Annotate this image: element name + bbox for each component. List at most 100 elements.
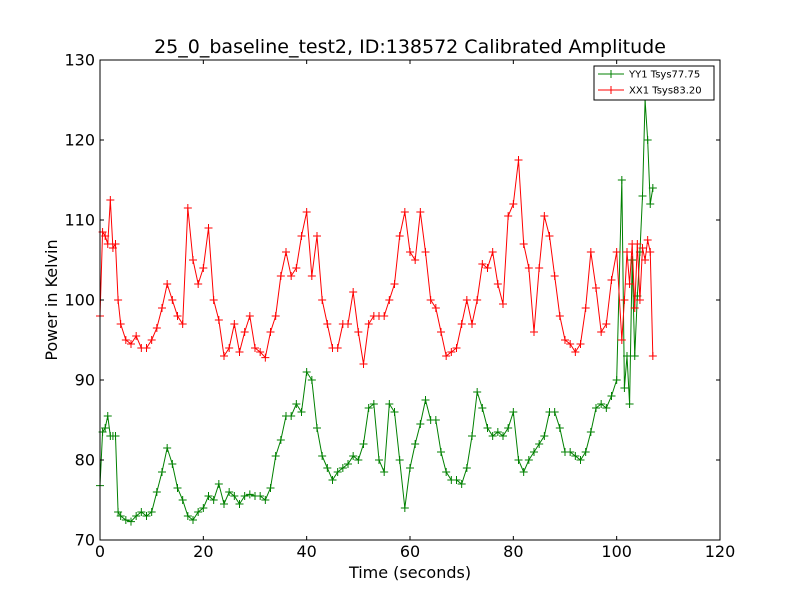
data-point-marker xyxy=(142,512,151,520)
data-point-marker xyxy=(607,392,616,400)
data-point-marker xyxy=(225,344,234,352)
data-point-marker xyxy=(586,428,595,436)
data-point-marker xyxy=(116,320,125,328)
data-point-marker xyxy=(628,256,637,264)
data-point-marker xyxy=(245,490,254,499)
data-point-marker xyxy=(173,312,182,320)
data-point-marker xyxy=(638,192,647,200)
data-point-marker xyxy=(452,344,461,352)
ticks-layer: 0 20 40 60 80 100 120 70 80 90 100 110 120 130 xyxy=(64,51,735,562)
y-tick-label: 100 xyxy=(64,291,95,310)
data-point-marker xyxy=(462,296,471,304)
data-point-marker xyxy=(607,276,616,284)
data-point-marker xyxy=(646,200,655,208)
data-point-marker xyxy=(354,456,363,464)
data-point-marker xyxy=(620,296,629,304)
y-tick-label: 110 xyxy=(64,211,95,230)
data-point-marker xyxy=(287,272,296,280)
data-point-marker xyxy=(276,436,285,444)
data-point-marker xyxy=(173,484,182,492)
data-point-marker xyxy=(364,404,373,412)
data-point-marker xyxy=(328,476,337,484)
data-point-marker xyxy=(121,516,130,524)
data-point-marker xyxy=(566,340,575,348)
data-point-marker xyxy=(152,488,161,496)
data-point-marker xyxy=(630,352,639,360)
y-tick-label: 90 xyxy=(75,371,95,390)
data-point-marker xyxy=(431,304,440,312)
data-point-marker xyxy=(297,408,306,416)
data-point-marker xyxy=(586,248,595,256)
data-point-marker xyxy=(625,280,634,288)
data-point-marker xyxy=(442,468,451,476)
data-point-marker xyxy=(261,353,270,362)
data-point-marker xyxy=(189,256,197,264)
data-point-marker xyxy=(643,236,652,244)
data-point-marker xyxy=(457,480,466,488)
data-point-marker xyxy=(163,444,172,452)
y-tick-label: 130 xyxy=(64,51,95,70)
data-point-marker xyxy=(287,412,296,420)
data-point-marker xyxy=(592,404,600,412)
data-point-marker xyxy=(473,296,482,304)
data-point-marker xyxy=(256,492,265,500)
data-point-marker xyxy=(266,484,275,492)
data-point-marker xyxy=(437,448,445,456)
data-point-marker xyxy=(369,400,378,408)
legend-marker-xx1 xyxy=(607,86,615,94)
data-point-marker xyxy=(617,176,626,184)
legend-marker-yy1 xyxy=(607,70,615,78)
data-point-marker xyxy=(147,336,156,344)
data-point-marker xyxy=(240,328,249,336)
data-point-marker xyxy=(641,256,650,264)
data-point-marker xyxy=(338,464,347,472)
data-point-marker xyxy=(225,488,234,496)
plot-area xyxy=(100,60,720,540)
data-point-marker xyxy=(488,248,497,256)
series-xx1 xyxy=(96,156,657,368)
data-point-marker xyxy=(524,456,533,464)
data-point-marker xyxy=(101,232,110,240)
legend-label-xx1: XX1 Tsys83.20 xyxy=(629,86,702,97)
data-point-marker xyxy=(349,452,358,460)
series-yy1 xyxy=(96,96,657,526)
data-point-marker xyxy=(571,348,580,356)
data-point-marker xyxy=(385,400,394,408)
data-point-marker xyxy=(235,500,244,508)
data-point-marker xyxy=(576,456,585,464)
data-point-marker xyxy=(292,264,301,272)
y-tick-label: 80 xyxy=(75,451,95,470)
data-point-marker xyxy=(121,336,130,344)
x-tick-label: 20 xyxy=(193,542,213,561)
series-line xyxy=(99,99,654,523)
data-point-marker xyxy=(251,344,259,352)
data-point-marker xyxy=(597,400,606,408)
data-point-marker xyxy=(323,464,332,472)
data-point-marker xyxy=(204,224,213,232)
data-point-marker xyxy=(499,300,507,308)
data-point-marker xyxy=(271,312,280,320)
data-point-marker xyxy=(106,196,115,204)
data-point-marker xyxy=(116,512,125,520)
data-point-marker xyxy=(199,504,208,512)
data-point-marker xyxy=(235,348,244,356)
x-tick-label: 80 xyxy=(503,542,523,561)
data-point-marker xyxy=(468,432,476,440)
data-point-marker xyxy=(318,452,327,460)
data-point-marker xyxy=(209,496,218,504)
data-point-marker xyxy=(214,316,223,324)
data-point-marker xyxy=(473,388,482,396)
data-point-marker xyxy=(354,328,363,336)
data-point-marker xyxy=(411,256,420,264)
data-point-marker xyxy=(561,336,569,344)
data-point-marker xyxy=(555,424,564,432)
data-point-marker xyxy=(199,264,208,272)
data-point-marker xyxy=(364,320,373,328)
data-point-marker xyxy=(390,280,399,288)
data-point-marker xyxy=(282,248,290,256)
data-point-marker xyxy=(266,328,275,336)
data-point-marker xyxy=(592,284,600,292)
data-point-marker xyxy=(493,428,502,436)
data-point-marker xyxy=(220,500,228,508)
data-point-marker xyxy=(421,396,430,404)
